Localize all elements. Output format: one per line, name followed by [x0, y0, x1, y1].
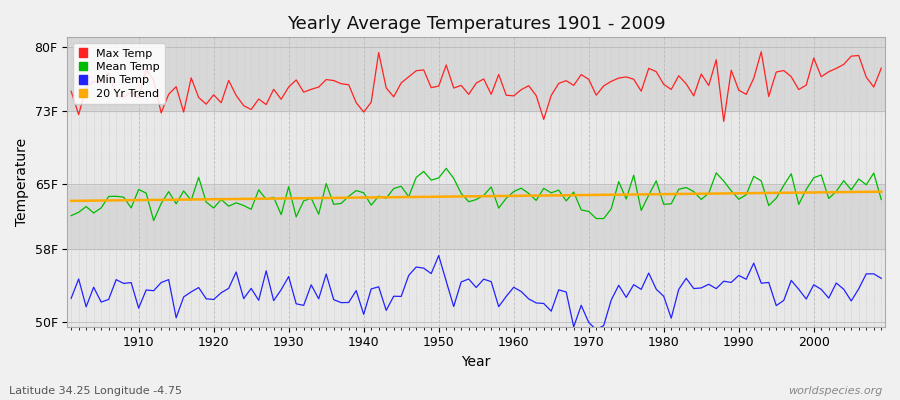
Bar — [68, 249, 885, 327]
Bar — [68, 37, 885, 111]
Bar — [68, 37, 885, 111]
Text: worldspecies.org: worldspecies.org — [788, 386, 882, 396]
Bar — [68, 249, 885, 327]
Bar — [68, 111, 885, 184]
Bar — [68, 184, 885, 249]
Bar — [68, 111, 885, 184]
Bar — [68, 184, 885, 249]
X-axis label: Year: Year — [462, 355, 490, 369]
Y-axis label: Temperature: Temperature — [15, 138, 29, 226]
Legend: Max Temp, Mean Temp, Min Temp, 20 Yr Trend: Max Temp, Mean Temp, Min Temp, 20 Yr Tre… — [73, 43, 166, 104]
Text: Latitude 34.25 Longitude -4.75: Latitude 34.25 Longitude -4.75 — [9, 386, 182, 396]
Title: Yearly Average Temperatures 1901 - 2009: Yearly Average Temperatures 1901 - 2009 — [287, 15, 665, 33]
